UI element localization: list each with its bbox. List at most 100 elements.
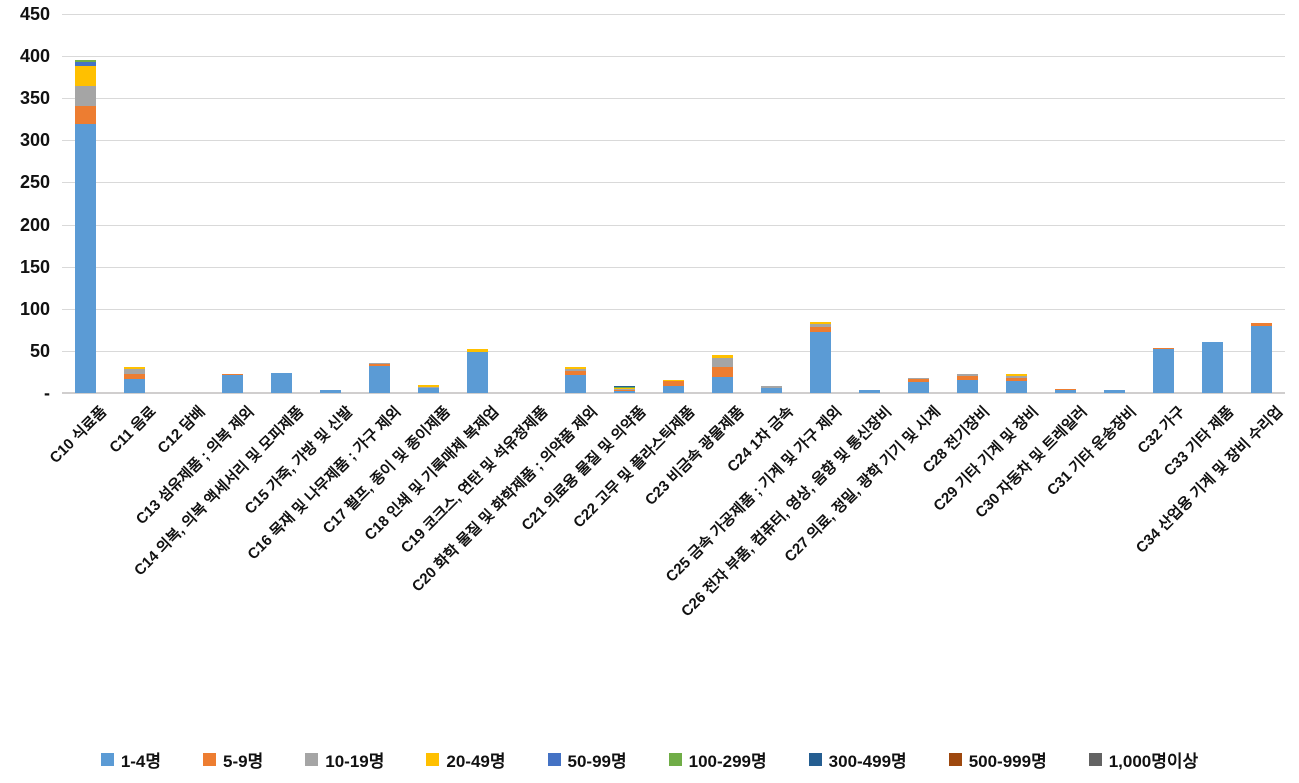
bar-segment: [418, 385, 439, 388]
legend-item: 5-9명: [203, 747, 263, 772]
plot-area: [62, 14, 1285, 394]
legend-swatch-icon: [100, 753, 114, 766]
bar-segment: [712, 377, 733, 393]
bar-segment: [222, 373, 243, 376]
legend-swatch-icon: [668, 753, 682, 766]
legend-swatch-icon: [1088, 753, 1102, 766]
bar-segment: [565, 371, 586, 376]
legend-item: 1,000명이상: [1088, 747, 1198, 772]
legend-swatch-icon: [203, 753, 217, 766]
bar-stack: [418, 14, 439, 393]
bar-segment: [614, 390, 635, 393]
bar-segment: [908, 377, 929, 379]
bar-segment: [957, 374, 978, 377]
y-tick-label: 400: [19, 46, 50, 67]
y-tick-label: 350: [19, 88, 50, 109]
legend-swatch-icon: [948, 753, 962, 766]
bar-segment: [565, 368, 586, 372]
bar-segment: [761, 387, 782, 393]
bar-stack: [75, 14, 96, 393]
bar-segment: [1055, 388, 1076, 390]
bar-segment: [810, 323, 831, 328]
bar-segment: [271, 372, 292, 393]
bar-segment: [369, 363, 390, 367]
bar-stack: [810, 14, 831, 393]
bar-stack: [124, 14, 145, 393]
legend-item: 500-999명: [948, 747, 1047, 772]
bar-stack: [516, 14, 537, 393]
legend-item: 10-19명: [305, 747, 384, 772]
bar-stack: [1104, 14, 1125, 393]
legend-item: 300-499명: [808, 747, 907, 772]
gridline: [62, 308, 1285, 310]
bar-segment: [810, 322, 831, 324]
legend-label: 5-9명: [223, 752, 264, 771]
bar-segment: [1153, 347, 1174, 349]
bar-segment: [614, 389, 635, 391]
bar-stack: [1055, 14, 1076, 393]
bar-segment: [75, 62, 96, 67]
legend-label: 1-4명: [120, 752, 162, 771]
bar-segment: [810, 327, 831, 333]
bar-segment: [467, 349, 488, 352]
bar-segment: [565, 366, 586, 369]
legend-item: 50-99명: [547, 747, 627, 772]
bar-stack: [271, 14, 292, 393]
bar-segment: [1104, 389, 1125, 393]
bar-segment: [1006, 374, 1027, 377]
gridline: [62, 350, 1285, 352]
bar-segment: [467, 351, 488, 393]
y-tick-label: 50: [29, 340, 50, 361]
y-tick-label: 450: [19, 4, 50, 24]
bar-segment: [957, 376, 978, 381]
bar-segment: [614, 386, 635, 387]
bar-segment: [369, 366, 390, 393]
x-axis-line: [62, 392, 1285, 394]
bar-stack: [1251, 14, 1272, 393]
bar-stack: [320, 14, 341, 393]
gridline: [62, 140, 1285, 142]
legend-swatch-icon: [547, 753, 561, 766]
bar-stack: [1153, 14, 1174, 393]
legend-swatch-icon: [426, 753, 440, 766]
gridline: [62, 56, 1285, 58]
gridline: [62, 224, 1285, 226]
bar-segment: [908, 382, 929, 393]
bar-segment: [908, 378, 929, 383]
bar-segment: [222, 375, 243, 393]
y-tick-label: 150: [19, 256, 50, 277]
bar-segment: [614, 386, 635, 388]
bar-segment: [1251, 323, 1272, 326]
category-label: C10 식료품: [46, 403, 111, 467]
bar-segment: [663, 381, 684, 387]
bar-segment: [663, 380, 684, 382]
legend-label: 500-999명: [968, 752, 1047, 771]
bar-segment: [1006, 376, 1027, 378]
legend-label: 300-499명: [828, 752, 907, 771]
bar-segment: [124, 378, 145, 393]
legend-swatch-icon: [808, 753, 822, 766]
bar-segment: [712, 366, 733, 377]
legend: 1-4명 5-9명 10-19명 20-49명 50-99명 100-299명 300-49…: [0, 747, 1299, 772]
bar-stack: [1006, 14, 1027, 393]
legend-label: 100-299명: [688, 752, 767, 771]
bar-stack: [565, 14, 586, 393]
bar-segment: [1055, 389, 1076, 393]
bar-stack: [173, 14, 194, 393]
bar-segment: [75, 124, 96, 393]
bar-segment: [320, 390, 341, 393]
y-tick-label: 250: [19, 172, 50, 193]
bar-stack: [222, 14, 243, 393]
bar-segment: [614, 387, 635, 389]
bar-stack: [712, 14, 733, 393]
legend-label: 20-49명: [446, 752, 506, 771]
bar-segment: [712, 355, 733, 359]
bar-segment: [1202, 341, 1223, 393]
bar-segment: [859, 389, 880, 393]
y-tick-label: 300: [19, 130, 50, 151]
bar-stack: [369, 14, 390, 393]
gridline: [62, 266, 1285, 268]
bar-segment: [1251, 325, 1272, 393]
bar-stack: [761, 14, 782, 393]
bar-segment: [124, 369, 145, 375]
